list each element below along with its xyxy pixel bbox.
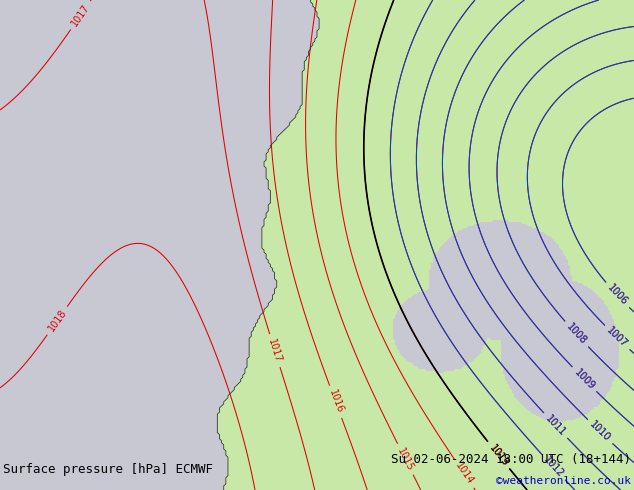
Text: 1009: 1009 [572,367,597,392]
Text: Surface pressure [hPa] ECMWF: Surface pressure [hPa] ECMWF [3,463,213,476]
Text: 1007: 1007 [605,325,630,350]
Text: 1012: 1012 [541,455,566,480]
Text: 1008: 1008 [564,322,588,346]
Text: 1016: 1016 [327,389,345,415]
Text: 1017: 1017 [266,337,283,364]
Text: 1008: 1008 [564,322,588,346]
Text: 1006: 1006 [605,283,630,308]
Text: 1013: 1013 [487,442,510,468]
Text: 1011: 1011 [543,413,567,438]
Text: Su 02-06-2024 18:00 UTC (18+144): Su 02-06-2024 18:00 UTC (18+144) [391,453,631,466]
Text: 1017: 1017 [70,2,92,28]
Text: 1014: 1014 [453,461,475,487]
Text: 1011: 1011 [543,413,567,438]
Text: 1010: 1010 [588,419,612,444]
Text: ©weatheronline.co.uk: ©weatheronline.co.uk [496,476,631,486]
Text: 1010: 1010 [588,419,612,444]
Text: 1013: 1013 [487,442,510,468]
Text: 1015: 1015 [396,446,415,472]
Text: 1009: 1009 [572,367,597,392]
Text: 1006: 1006 [605,283,630,308]
Text: 1007: 1007 [605,325,630,350]
Text: 1018: 1018 [46,308,68,334]
Text: 1012: 1012 [541,455,566,480]
